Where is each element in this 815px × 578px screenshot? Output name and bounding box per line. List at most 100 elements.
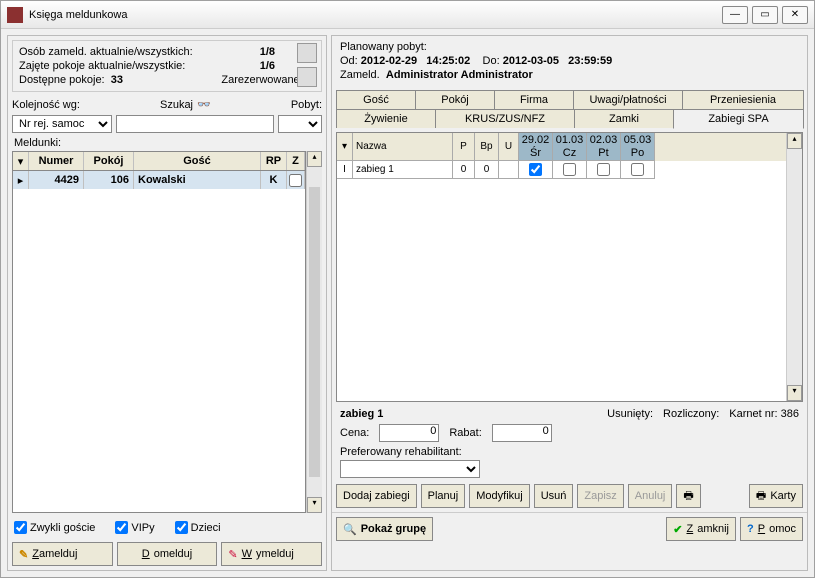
wymelduj-button[interactable]: ✎Wymelduj	[221, 542, 322, 566]
stat-label: Dostępne pokoje:	[19, 74, 105, 86]
usun-button[interactable]: Usuń	[534, 484, 574, 508]
help-icon: ?	[747, 523, 754, 535]
dzieci-checkbox[interactable]: Dzieci	[175, 521, 221, 534]
rehab-select[interactable]	[340, 460, 480, 478]
stat-value: 33	[111, 74, 123, 86]
cell-d2[interactable]	[587, 161, 621, 179]
tab-container: Gość Pokój Firma Uwagi/płatności Przenie…	[336, 90, 803, 128]
main-window: Księga meldunkowa — ▭ ✕ Osób zameld. akt…	[0, 0, 815, 578]
col-pokoj[interactable]: Pokój	[84, 152, 134, 170]
zamelduj-button[interactable]: ✎ZZameldujamelduj	[12, 542, 113, 566]
cell-rp: K	[261, 171, 287, 189]
stat-value: 1/6	[260, 60, 275, 72]
od-time: 14:25:02	[426, 55, 470, 67]
zameld-value: Administrator Administrator	[386, 69, 533, 81]
col-u[interactable]: U	[499, 133, 519, 161]
domelduj-button[interactable]: Domelduj	[117, 542, 218, 566]
left-grid-scrollbar[interactable]: ▴ ▾	[306, 151, 322, 513]
tab-uwagi[interactable]: Uwagi/płatności	[573, 90, 683, 109]
stat-label: Zarezerwowane:	[221, 74, 302, 86]
col-z[interactable]: Z	[287, 152, 305, 170]
planuj-button[interactable]: Planuj	[421, 484, 466, 508]
minimize-button[interactable]: —	[722, 6, 748, 24]
vipy-checkbox[interactable]: VIPy	[115, 521, 154, 534]
print-button[interactable]: 🖶	[676, 484, 700, 508]
karnet-value: 386	[781, 408, 799, 420]
szukaj-input[interactable]	[116, 115, 274, 133]
tab-zywienie[interactable]: Żywienie	[336, 109, 436, 128]
rabat-input[interactable]: 0	[492, 424, 552, 442]
pencil-icon: ✎	[228, 548, 237, 561]
window-title: Księga meldunkowa	[29, 9, 722, 21]
magnifier-icon: 🔍	[343, 523, 357, 536]
tab-przeniesienia[interactable]: Przeniesienia	[682, 90, 804, 109]
cell-z	[287, 171, 305, 189]
col-nazwa[interactable]: Nazwa	[353, 133, 453, 161]
col-gosc[interactable]: Gość	[134, 152, 261, 170]
grid-selector-col[interactable]: ▾	[13, 152, 29, 170]
rozliczony-label: Rozliczony:	[663, 408, 719, 420]
tab-firma[interactable]: Firma	[494, 90, 574, 109]
karty-button[interactable]: 🖶Karty	[749, 484, 803, 508]
meldunki-grid[interactable]: ▾ Numer Pokój Gość RP Z ▸ 4429 106 Kowal…	[12, 151, 306, 513]
spa-selector-col[interactable]: ▾	[337, 133, 353, 161]
check-icon: ✔	[673, 523, 682, 536]
spa-row[interactable]: I zabieg 1 0 0	[337, 161, 786, 179]
tab-pokoj[interactable]: Pokój	[415, 90, 495, 109]
close-button[interactable]: ✕	[782, 6, 808, 24]
cena-input[interactable]: 0	[379, 424, 439, 442]
cell-d0[interactable]	[519, 161, 553, 179]
tab-gosc[interactable]: Gość	[336, 90, 416, 109]
zamknij-button[interactable]: ✔Zamknij	[666, 517, 736, 541]
scroll-down-icon[interactable]: ▾	[787, 385, 802, 401]
spa-scrollbar[interactable]: ▴ ▾	[786, 133, 802, 401]
cell-pokoj: 106	[84, 171, 134, 189]
col-date-1[interactable]: 01.03Cz	[553, 133, 587, 161]
karnet-label: Karnet nr:	[729, 408, 777, 420]
meldunki-label: Meldunki:	[8, 135, 326, 151]
do-date: 2012-03-05	[503, 55, 559, 67]
scroll-up-icon[interactable]: ▴	[787, 133, 802, 149]
usuniety-label: Usunięty:	[607, 408, 653, 420]
cell-bp: 0	[475, 161, 499, 179]
zwykli-checkbox[interactable]: Zwykli goście	[14, 521, 95, 534]
scroll-up-icon[interactable]: ▴	[307, 151, 322, 167]
scroll-down-icon[interactable]: ▾	[307, 497, 322, 513]
planowany-label: Planowany pobyt:	[340, 40, 799, 54]
spa-grid[interactable]: ▾ Nazwa P Bp U 29.02Śr 01.03Cz 02.03Pt 0…	[336, 132, 803, 402]
kolejnosc-select[interactable]: Nr rej. samoc	[12, 115, 112, 133]
pobyt-select[interactable]	[278, 115, 322, 133]
col-p[interactable]: P	[453, 133, 475, 161]
stats-group: Osób zameld. aktualnie/wszystkich: 1/8 Z…	[12, 40, 322, 92]
cell-gosc: Kowalski	[134, 171, 261, 189]
col-date-2[interactable]: 02.03Pt	[587, 133, 621, 161]
printer-icon-1[interactable]	[297, 43, 317, 63]
rabat-label: Rabat:	[449, 427, 481, 439]
cell-nazwa: zabieg 1	[353, 161, 453, 179]
col-date-0[interactable]: 29.02Śr	[519, 133, 553, 161]
tab-zamki[interactable]: Zamki	[574, 109, 674, 128]
z-checkbox[interactable]	[289, 174, 302, 187]
kolejnosc-label: Kolejność wg:	[12, 99, 80, 111]
table-row[interactable]: ▸ 4429 106 Kowalski K	[13, 171, 305, 189]
tab-zabiegi-spa[interactable]: Zabiegi SPA	[673, 109, 804, 129]
modyfikuj-button[interactable]: Modyfikuj	[469, 484, 529, 508]
col-date-3[interactable]: 05.03Po	[621, 133, 655, 161]
dodaj-zabiegi-button[interactable]: Dodaj zabiegi	[336, 484, 417, 508]
cell-d3[interactable]	[621, 161, 655, 179]
printer-icon: 🖶	[683, 487, 693, 506]
cell-d1[interactable]	[553, 161, 587, 179]
col-bp[interactable]: Bp	[475, 133, 499, 161]
od-label: Od:	[340, 55, 358, 67]
col-rp[interactable]: RP	[261, 152, 287, 170]
printer-icon-2[interactable]	[297, 67, 317, 87]
maximize-button[interactable]: ▭	[752, 6, 778, 24]
binoculars-icon: 👓	[197, 98, 211, 111]
pokaz-grupe-button[interactable]: 🔍Pokaż grupę	[336, 517, 433, 541]
cell-numer: 4429	[29, 171, 84, 189]
pomoc-button[interactable]: ?Pomoc	[740, 517, 803, 541]
tab-krus[interactable]: KRUS/ZUS/NFZ	[435, 109, 575, 128]
col-numer[interactable]: Numer	[29, 152, 84, 170]
edit-marker-icon: I	[337, 161, 353, 179]
left-panel: Osób zameld. aktualnie/wszystkich: 1/8 Z…	[7, 35, 327, 571]
